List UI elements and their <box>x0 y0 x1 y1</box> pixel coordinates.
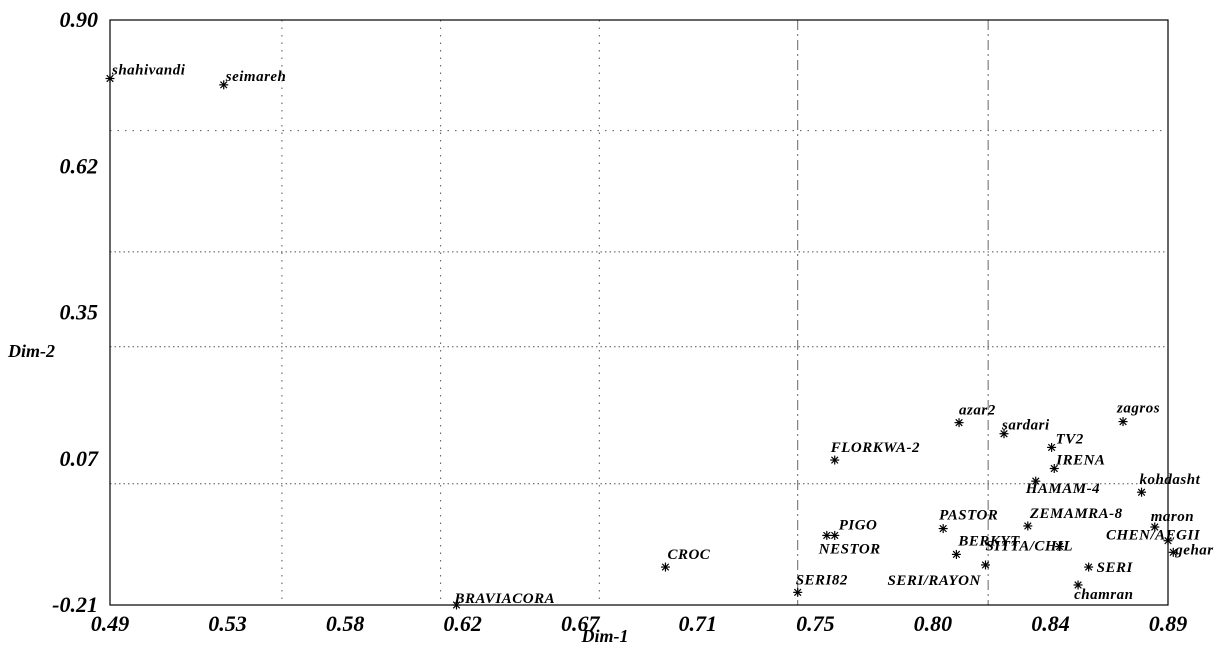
point-marker <box>1000 429 1008 438</box>
point-label: zagros <box>1116 401 1160 417</box>
point-label: gehar <box>1174 542 1213 558</box>
data-point: TV2 <box>1047 431 1084 452</box>
data-point: shahivandi <box>105 63 186 83</box>
point-label: sardari <box>1001 418 1050 434</box>
y-tick-label: 0.35 <box>60 300 99 325</box>
point-label: azar2 <box>959 403 996 419</box>
grid-lines <box>110 20 1168 605</box>
y-tick-label: 0.07 <box>60 446 100 471</box>
point-label: SITTA/CHIL <box>986 539 1074 555</box>
point-label: SERI82 <box>796 572 848 588</box>
data-point: gehar <box>1168 542 1213 558</box>
data-point: sardari <box>999 418 1050 439</box>
data-point: SERI/RAYON <box>887 560 990 589</box>
point-marker <box>1084 563 1093 571</box>
point-marker <box>1151 523 1159 531</box>
x-axis-label: Dim-1 <box>581 626 629 646</box>
point-label: IRENA <box>1055 453 1105 469</box>
point-label: chamran <box>1074 587 1133 603</box>
data-point: FLORKWA-2 <box>830 440 920 465</box>
point-marker <box>1164 536 1172 545</box>
point-label: SERI <box>1097 560 1134 576</box>
point-marker <box>831 456 839 464</box>
point-label: kohdasht <box>1140 472 1201 488</box>
point-label: PASTOR <box>939 508 998 524</box>
point-marker <box>955 418 963 427</box>
point-label: BERKYT <box>957 533 1020 549</box>
x-tick-label: 0.75 <box>796 611 835 636</box>
x-tick-labels: 0.49 0.53 0.58 0.62 0.67 0.71 0.75 0.80 0.84 0.89 <box>91 611 1188 636</box>
point-marker <box>939 524 947 533</box>
point-marker <box>1047 443 1056 452</box>
plot-frame <box>109 19 1169 606</box>
point-label: seimareh <box>225 69 287 85</box>
point-label: HAMAM-4 <box>1025 481 1100 497</box>
point-marker <box>1119 417 1127 426</box>
point-label: ZEMAMRA-8 <box>1029 506 1123 522</box>
y-tick-labels: 0.90 0.62 0.35 0.07 -0.21 <box>52 7 99 617</box>
point-label: TV2 <box>1056 431 1084 447</box>
x-tick-label: 0.49 <box>91 611 130 636</box>
point-marker <box>1137 488 1146 496</box>
point-marker <box>1055 542 1064 551</box>
point-label: NESTOR <box>818 541 881 557</box>
point-marker <box>220 81 228 89</box>
data-points: shahivandi seimareh BRAVIACORA CROC SERI82 FL… <box>105 63 1213 610</box>
point-marker <box>1050 464 1058 473</box>
data-point: azar2 <box>954 403 996 428</box>
data-point: CHEN/AEGII <box>1106 528 1201 546</box>
point-label: CHEN/AEGII <box>1106 528 1201 544</box>
x-tick-label: 0.62 <box>443 611 482 636</box>
point-label: SERI/RAYON <box>887 573 981 589</box>
point-label: maron <box>1151 509 1194 525</box>
data-point: zagros <box>1116 401 1160 427</box>
y-tick-label: 0.90 <box>60 7 99 32</box>
data-point: BERKYT <box>951 533 1020 559</box>
x-tick-label: 0.84 <box>1031 611 1070 636</box>
data-point: SERI <box>1084 560 1133 576</box>
point-marker <box>1032 477 1040 485</box>
point-marker <box>793 588 802 597</box>
point-label: FLORKWA-2 <box>830 440 920 456</box>
point-marker <box>661 563 670 571</box>
data-point: BRAVIACORA <box>451 591 555 610</box>
point-marker <box>106 74 114 83</box>
data-point: ZEMAMRA-8 <box>1023 506 1122 531</box>
point-marker <box>823 531 831 540</box>
x-tick-label: 0.80 <box>914 611 953 636</box>
data-point: PASTOR <box>938 508 998 534</box>
x-tick-label: 0.67 <box>561 611 601 636</box>
data-point: IRENA <box>1049 453 1105 473</box>
point-marker <box>1024 522 1032 530</box>
x-tick-label: 0.58 <box>326 611 365 636</box>
point-marker <box>952 550 961 559</box>
data-point: seimareh <box>219 69 286 90</box>
x-tick-label: 0.89 <box>1149 611 1188 636</box>
data-point: maron <box>1150 509 1194 532</box>
data-point: NESTOR <box>818 530 881 557</box>
x-tick-label: 0.53 <box>208 611 247 636</box>
y-axis-label: Dim-2 <box>7 341 55 361</box>
data-point: kohdasht <box>1137 472 1201 497</box>
y-tick-label: 0.62 <box>60 153 99 178</box>
point-marker <box>831 531 839 540</box>
point-marker <box>452 601 461 609</box>
data-point: PIGO <box>830 517 877 540</box>
point-marker <box>1074 581 1082 589</box>
x-tick-label: 0.71 <box>679 611 718 636</box>
point-label: BRAVIACORA <box>453 591 555 607</box>
data-point: SITTA/CHIL <box>986 539 1074 555</box>
data-point: HAMAM-4 <box>1025 476 1100 497</box>
point-label: CROC <box>667 547 710 563</box>
point-label: shahivandi <box>111 63 186 79</box>
point-marker <box>981 561 990 569</box>
point-label: PIGO <box>839 517 878 533</box>
data-point: SERI82 <box>793 572 848 597</box>
data-point: chamran <box>1073 580 1133 603</box>
data-point: CROC <box>660 547 710 572</box>
y-tick-label: -0.21 <box>52 592 98 617</box>
point-marker <box>1169 548 1178 557</box>
